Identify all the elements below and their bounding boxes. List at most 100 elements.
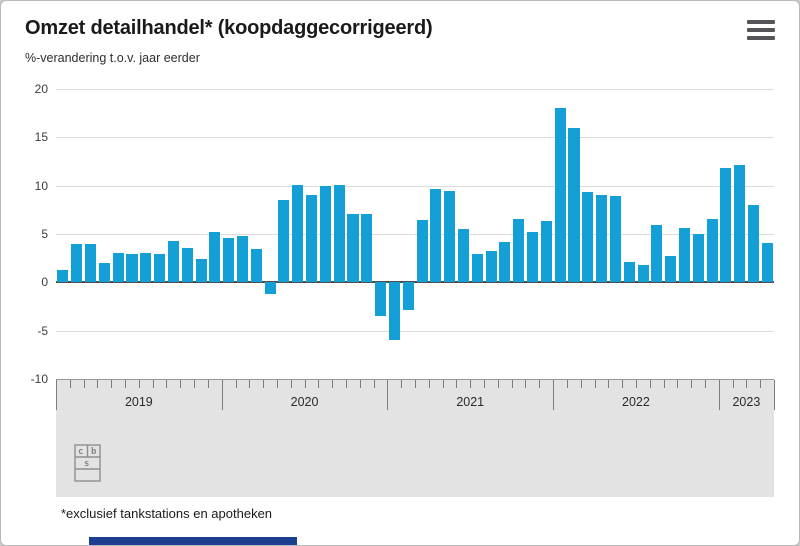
bar: [568, 127, 580, 283]
bar: [264, 282, 276, 294]
bar-slot: [691, 89, 705, 379]
month-tick: [470, 380, 472, 388]
bar-slot: [56, 89, 70, 379]
bar-slot: [636, 89, 650, 379]
bar: [637, 264, 649, 283]
bar-slot: [236, 89, 250, 379]
bar-slot: [332, 89, 346, 379]
bar-slot: [622, 89, 636, 379]
month-tick: [401, 380, 403, 388]
bar-slot: [139, 89, 153, 379]
bar: [388, 282, 400, 341]
x-axis-year-label: 2021: [456, 395, 485, 409]
year-tick: [56, 380, 57, 410]
bar-slot: [277, 89, 291, 379]
bar-slot: [567, 89, 581, 379]
bar-slot: [84, 89, 98, 379]
month-tick: [332, 380, 334, 388]
bar: [71, 243, 83, 283]
y-axis-tick-label: 5: [41, 227, 48, 241]
bar-slot: [678, 89, 692, 379]
bar: [651, 225, 663, 283]
bar-slot: [374, 89, 388, 379]
month-tick: [359, 380, 361, 388]
month-tick: [525, 380, 527, 388]
bar-slot: [747, 89, 761, 379]
bar-slot: [263, 89, 277, 379]
month-tick: [345, 380, 347, 388]
bar-slot: [719, 89, 733, 379]
gridline: [56, 330, 774, 332]
bar-slot: [760, 89, 774, 379]
month-tick: [691, 380, 693, 388]
bar: [126, 254, 138, 283]
page-title: Omzet detailhandel* (koopdaggecorrigeerd…: [25, 17, 433, 39]
bar: [540, 221, 552, 283]
footer-accent-strip: [89, 537, 297, 545]
month-tick: [580, 380, 582, 388]
month-tick: [415, 380, 416, 388]
month-tick: [194, 380, 196, 388]
month-tick: [235, 380, 237, 388]
month-tick: [456, 380, 458, 388]
year-tick: [387, 380, 389, 410]
month-tick: [497, 380, 499, 388]
month-tick: [649, 380, 651, 388]
month-tick: [97, 380, 99, 388]
month-tick: [263, 380, 265, 388]
x-axis-year-label: 2022: [622, 395, 650, 409]
bar: [582, 192, 594, 283]
bar-slot: [664, 89, 678, 379]
bar-slot: [222, 89, 236, 379]
month-tick: [138, 380, 140, 388]
gridline: [56, 234, 774, 235]
bar: [167, 240, 179, 283]
bar-slot: [484, 89, 498, 379]
month-tick: [608, 380, 610, 388]
bar-slot: [70, 89, 84, 379]
y-axis-tick-label: -10: [30, 372, 48, 386]
bar: [195, 259, 207, 283]
gridline: [56, 185, 774, 187]
bar: [140, 253, 152, 283]
chart-menu-button[interactable]: [747, 17, 775, 44]
bar: [430, 188, 442, 283]
bar: [223, 237, 235, 283]
bar-slot: [595, 89, 609, 379]
month-tick: [318, 380, 320, 388]
y-axis-tick-label: 10: [34, 178, 48, 193]
bar-slot: [415, 89, 429, 379]
x-axis-year-label: 2023: [732, 395, 761, 409]
month-tick: [166, 380, 168, 388]
bar: [347, 213, 359, 283]
month-tick: [746, 380, 748, 388]
bar-slot: [97, 89, 111, 379]
bar-slot: [401, 89, 415, 379]
month-tick: [511, 380, 513, 388]
bar: [692, 234, 704, 283]
bar: [513, 218, 525, 283]
bar: [278, 200, 290, 283]
month-tick: [180, 380, 182, 388]
bar: [181, 247, 193, 283]
bar: [761, 242, 773, 283]
month-tick: [125, 380, 127, 388]
bar: [748, 205, 760, 283]
bar: [678, 228, 690, 283]
bar: [154, 254, 166, 283]
bar: [734, 165, 746, 283]
bar: [98, 263, 110, 283]
bar-slot: [388, 89, 402, 379]
hamburger-icon: [747, 20, 775, 24]
x-axis-year-label: 2020: [290, 395, 319, 409]
bar: [623, 262, 635, 283]
plot-area: 20 15 10 5 0 -5 -10: [31, 82, 774, 386]
bar-slot: [512, 89, 526, 379]
bar-slot: [318, 89, 332, 379]
bar-slot: [249, 89, 263, 379]
month-tick: [290, 380, 292, 388]
month-tick: [207, 380, 209, 388]
bar: [596, 195, 608, 283]
bar: [499, 241, 511, 283]
month-tick: [83, 380, 85, 388]
